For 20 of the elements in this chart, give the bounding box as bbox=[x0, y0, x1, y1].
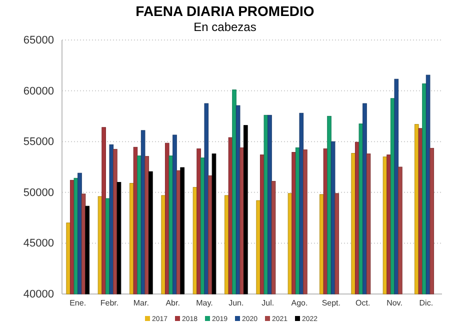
y-tick-label: 60000 bbox=[23, 85, 54, 98]
x-tick-label: Jun. bbox=[228, 298, 244, 308]
chart-title: FAENA DIARIA PROMEDIO bbox=[136, 3, 314, 19]
x-tick-label: Jul. bbox=[262, 298, 274, 308]
x-tick-label: Sept. bbox=[322, 298, 341, 308]
y-tick-label: 65000 bbox=[23, 34, 54, 47]
x-tick-label: Nov. bbox=[386, 298, 402, 308]
y-tick-label: 55000 bbox=[23, 136, 54, 148]
x-tick-label: Ene. bbox=[70, 298, 86, 308]
chart-subtitle: En cabezas bbox=[194, 20, 256, 34]
x-tick-label: Mar. bbox=[133, 298, 149, 308]
x-tick-label: Abr. bbox=[166, 298, 180, 308]
y-tick-label: 50000 bbox=[23, 186, 54, 199]
x-tick-label: Oct. bbox=[355, 298, 370, 308]
y-tick-label: 40000 bbox=[23, 288, 54, 301]
x-tick-label: Dic. bbox=[419, 298, 434, 308]
x-tick-label: May. bbox=[196, 298, 213, 308]
x-tick-label: Ago. bbox=[291, 298, 308, 308]
x-tick-label: Febr. bbox=[100, 298, 119, 308]
y-tick-label: 45000 bbox=[23, 238, 54, 250]
